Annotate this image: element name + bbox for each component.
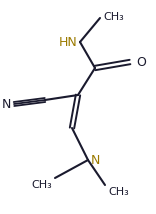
Text: O: O <box>136 55 146 68</box>
Text: CH₃: CH₃ <box>103 12 124 22</box>
Text: HN: HN <box>58 36 77 49</box>
Text: N: N <box>91 153 100 166</box>
Text: CH₃: CH₃ <box>31 180 52 190</box>
Text: N: N <box>2 98 11 110</box>
Text: CH₃: CH₃ <box>108 187 129 197</box>
